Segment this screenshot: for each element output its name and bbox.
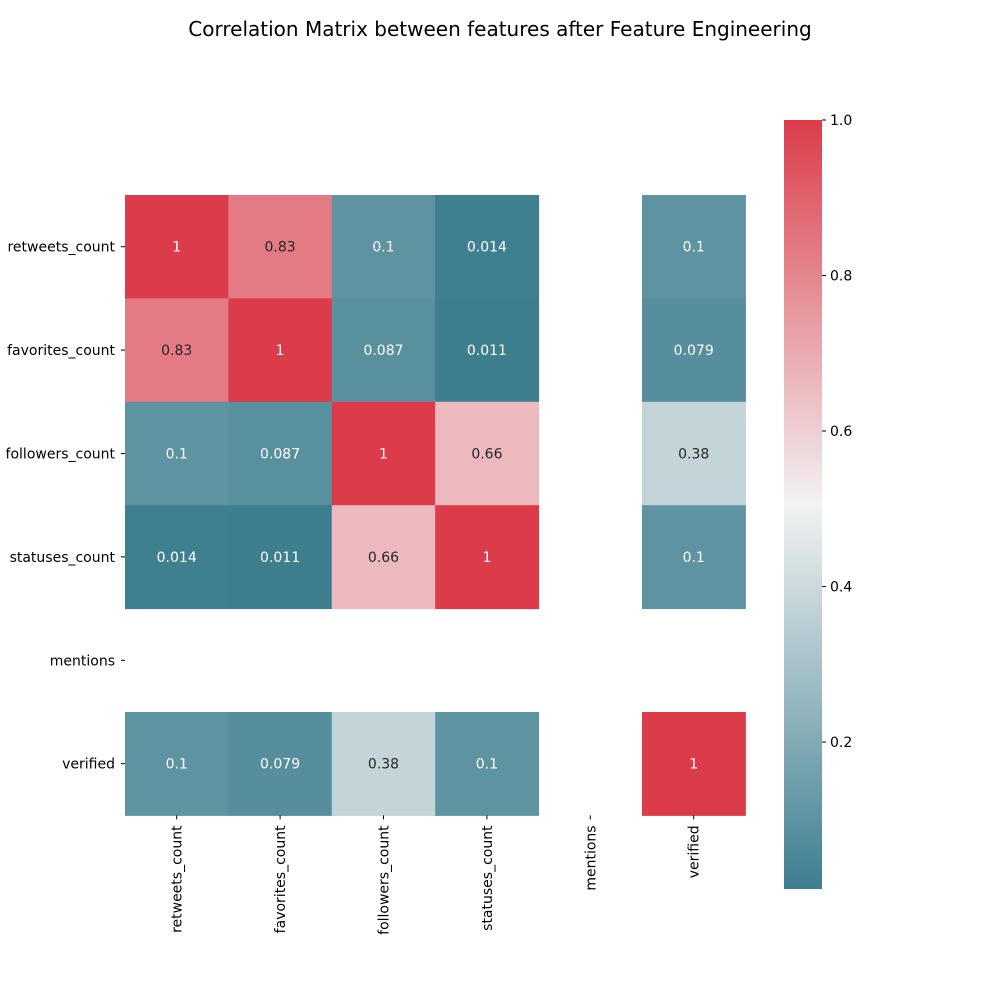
column-tick-labels: retweets_count favorites_count followers_c… <box>170 815 703 935</box>
cell-value-label: 1 <box>482 550 491 566</box>
colorbar-tick-label: 1.0 <box>830 113 852 129</box>
row-tick-label: mentions <box>50 653 115 669</box>
heatmap-cell <box>125 505 229 610</box>
heatmap-cell <box>435 195 540 299</box>
heatmap-cell <box>125 712 229 816</box>
heatmap-cell <box>331 195 436 299</box>
heatmap-cell <box>228 401 333 506</box>
heatmap-cell <box>228 195 333 299</box>
row-tick-label: followers_count <box>6 447 116 463</box>
chart-title: Correlation Matrix between features afte… <box>188 17 811 41</box>
heatmap-cell <box>435 505 540 610</box>
heatmap-cell <box>228 712 333 816</box>
column-tick-label: favorites_count <box>273 825 289 933</box>
heatmap-cell <box>331 401 436 506</box>
cell-value-label: 0.66 <box>368 550 399 566</box>
cell-value-label: 0.38 <box>678 447 709 463</box>
column-tick-label: followers_count <box>377 825 393 935</box>
heatmap-cell <box>642 298 746 403</box>
heatmap-cells: 1 0.83 0.1 0.014 0.1 0.83 1 0.087 0.011 0.079 0.1 0… <box>125 195 746 816</box>
colorbar-tick-label: 0.6 <box>830 424 852 440</box>
colorbar-tick-label: 0.4 <box>830 580 852 596</box>
cell-value-label: 0.011 <box>260 550 300 566</box>
cell-value-label: 0.1 <box>166 757 188 773</box>
cell-value-label: 0.079 <box>260 757 300 773</box>
cell-value-label: 1 <box>689 757 698 773</box>
colorbar-tick-label: 0.2 <box>830 735 852 751</box>
heatmap-cell <box>642 505 746 610</box>
cell-value-label: 0.079 <box>674 343 714 359</box>
cell-value-label: 0.011 <box>467 343 507 359</box>
column-tick-label: mentions <box>583 825 599 890</box>
row-tick-label: retweets_count <box>7 240 115 256</box>
heatmap-cell <box>228 298 333 403</box>
row-tick-label: verified <box>62 757 115 773</box>
row-tick-label: favorites_count <box>7 343 115 359</box>
column-tick-label: verified <box>687 825 703 878</box>
row-tick-labels: retweets_count favorites_count followers_c… <box>6 240 125 773</box>
cell-value-label: 0.38 <box>368 757 399 773</box>
heatmap-cell <box>331 298 436 403</box>
cell-value-label: 0.014 <box>157 550 197 566</box>
heatmap-cell <box>125 401 229 506</box>
cell-value-label: 1 <box>172 240 181 256</box>
column-tick-label: statuses_count <box>480 825 496 931</box>
cell-value-label: 0.1 <box>683 550 705 566</box>
cell-value-label: 1 <box>379 447 388 463</box>
heatmap-cell <box>125 298 229 403</box>
colorbar-gradient <box>784 120 822 889</box>
cell-value-label: 0.1 <box>166 447 188 463</box>
cell-value-label: 0.1 <box>683 240 705 256</box>
colorbar: 0.2 0.4 0.6 0.8 1.0 <box>784 113 852 889</box>
heatmap-cell <box>435 401 540 506</box>
row-tick-label: statuses_count <box>10 550 116 566</box>
cell-value-label: 1 <box>276 343 285 359</box>
cell-value-label: 0.66 <box>471 447 502 463</box>
cell-value-label: 0.014 <box>467 240 507 256</box>
cell-value-label: 0.1 <box>372 240 394 256</box>
heatmap-cell <box>642 195 746 299</box>
heatmap-cell <box>642 712 746 816</box>
heatmap-cell <box>228 505 333 610</box>
heatmap-cell <box>435 298 540 403</box>
cell-value-label: 0.83 <box>161 343 192 359</box>
heatmap-cell <box>331 505 436 610</box>
cell-value-label: 0.087 <box>260 447 300 463</box>
heatmap-cell <box>125 195 229 299</box>
heatmap-cell <box>331 712 436 816</box>
colorbar-tick-label: 0.8 <box>830 269 852 285</box>
heatmap-cell <box>435 712 540 816</box>
column-tick-label: retweets_count <box>170 825 186 933</box>
heatmap-cell <box>642 401 746 506</box>
cell-value-label: 0.087 <box>363 343 403 359</box>
cell-value-label: 0.83 <box>265 240 296 256</box>
cell-value-label: 0.1 <box>476 757 498 773</box>
